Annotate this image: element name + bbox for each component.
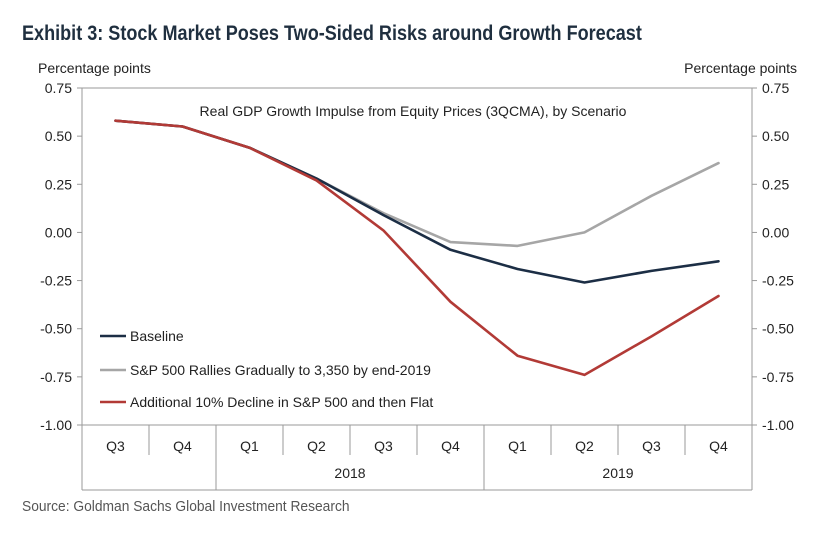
y-tick-label-right: -0.25	[762, 273, 794, 289]
exhibit-title: Exhibit 3: Stock Market Poses Two-Sided …	[22, 22, 642, 45]
y-tick-label-left: -0.75	[40, 369, 72, 385]
legend-label-1: S&P 500 Rallies Gradually to 3,350 by en…	[130, 362, 431, 378]
series-line-decline	[114, 119, 720, 377]
source-note: Source: Goldman Sachs Global Investment …	[22, 498, 350, 515]
x-tick-label: Q1	[508, 438, 527, 454]
series-line-baseline	[114, 119, 720, 284]
year-label: 2018	[334, 465, 365, 481]
y-tick-label-right: -0.75	[762, 369, 794, 385]
legend-label-2: Additional 10% Decline in S&P 500 and th…	[130, 394, 433, 410]
year-label: 2019	[602, 465, 633, 481]
y-tick-label-left: -0.50	[40, 321, 72, 337]
x-tick-label: Q4	[441, 438, 460, 454]
y-tick-label-left: -1.00	[40, 417, 72, 433]
x-tick-label: Q3	[642, 438, 661, 454]
y-tick-label-left: 0.25	[45, 176, 72, 192]
y-tick-label-right: 0.75	[762, 80, 789, 96]
y-tick-label-right: -0.50	[762, 321, 794, 337]
y-tick-label-right: 0.25	[762, 176, 789, 192]
y-tick-label-left: -0.25	[40, 273, 72, 289]
x-tick-label: Q3	[374, 438, 393, 454]
x-tick-label: Q1	[240, 438, 259, 454]
chart-title: Real GDP Growth Impulse from Equity Pric…	[200, 103, 627, 119]
y-tick-label-right: 0.00	[762, 224, 789, 240]
x-tick-label: Q4	[709, 438, 728, 454]
y-tick-label-left: 0.00	[45, 224, 72, 240]
x-tick-label: Q2	[575, 438, 594, 454]
legend-label-0: Baseline	[130, 328, 184, 344]
x-tick-label: Q3	[106, 438, 125, 454]
y-tick-label-right: 0.50	[762, 128, 789, 144]
x-tick-label: Q4	[173, 438, 192, 454]
x-tick-label: Q2	[307, 438, 326, 454]
y-tick-label-right: -1.00	[762, 417, 794, 433]
y-axis-label-left: Percentage points	[38, 60, 151, 76]
y-tick-label-left: 0.75	[45, 80, 72, 96]
y-axis-label-right: Percentage points	[684, 60, 797, 76]
series-line-rally	[114, 119, 720, 248]
y-tick-label-left: 0.50	[45, 128, 72, 144]
